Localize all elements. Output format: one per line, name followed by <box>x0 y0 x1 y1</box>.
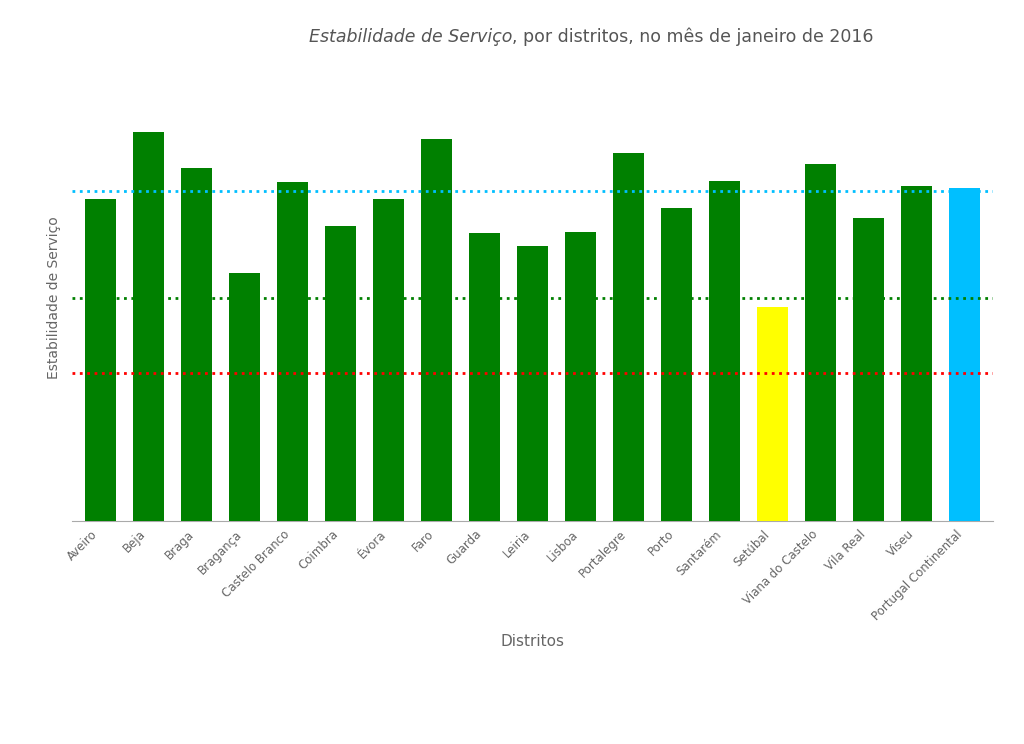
Bar <box>757 307 788 521</box>
Bar <box>901 186 932 521</box>
Bar <box>469 233 500 521</box>
Bar <box>853 218 884 521</box>
Bar <box>229 273 260 521</box>
Bar <box>517 246 548 521</box>
X-axis label: Distritos: Distritos <box>501 634 564 649</box>
Bar <box>949 188 980 521</box>
Text: , por distritos, no mês de janeiro de 2016: , por distritos, no mês de janeiro de 20… <box>512 28 873 46</box>
Bar <box>421 139 452 521</box>
Bar <box>613 153 644 521</box>
Bar <box>709 181 740 521</box>
Y-axis label: Estabilidade de Serviço: Estabilidade de Serviço <box>46 217 60 379</box>
Bar <box>373 199 404 521</box>
Text: Estabilidade de Serviço: Estabilidade de Serviço <box>308 28 512 45</box>
Bar <box>660 208 692 521</box>
Bar <box>133 132 164 521</box>
Bar <box>325 226 356 521</box>
Bar <box>805 164 836 521</box>
Bar <box>181 168 212 521</box>
Bar <box>565 231 596 521</box>
Bar <box>276 182 308 521</box>
Bar <box>85 199 116 521</box>
